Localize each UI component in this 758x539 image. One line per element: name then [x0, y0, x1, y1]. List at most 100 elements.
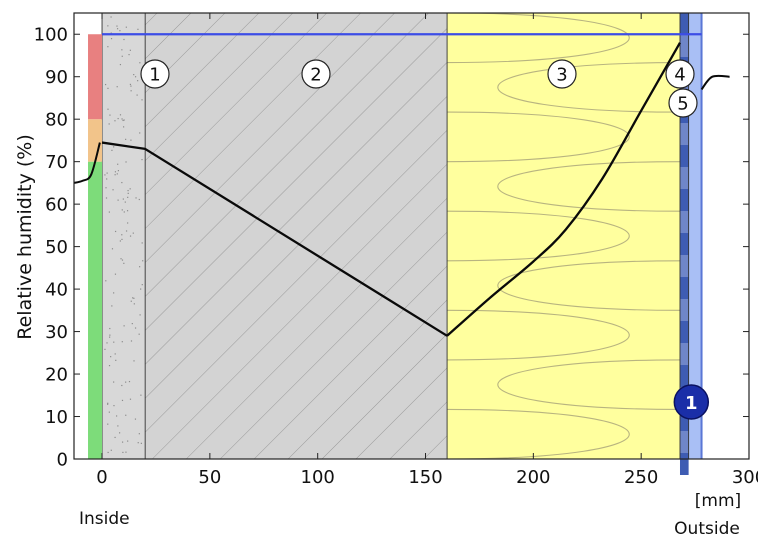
plaster-dot — [113, 381, 115, 383]
plaster-dot — [108, 411, 110, 413]
plaster-dot — [122, 198, 124, 200]
plaster-dot — [141, 242, 143, 244]
plaster-dot — [114, 120, 116, 122]
plaster-dot — [110, 449, 112, 451]
plaster-dot — [107, 402, 109, 404]
plaster-dot — [119, 63, 122, 66]
plot-frame — [73, 12, 750, 460]
layer-marker-4 — [665, 59, 695, 89]
plaster-dot — [104, 174, 106, 176]
highlight-marker-label: 1 — [685, 393, 698, 414]
plaster-dot — [140, 394, 142, 396]
plaster-dot — [139, 266, 141, 268]
x-axis-ticks: 0 50 100 150 200 250 300 — [96, 13, 758, 488]
layer-cladding — [688, 13, 702, 459]
x-tick-label: 50 — [198, 467, 221, 488]
plaster-dot — [123, 262, 125, 264]
plaster-dot — [130, 139, 132, 141]
y-tick-label: 90 — [45, 67, 68, 88]
plaster-dot — [125, 161, 127, 163]
plaster-dot — [128, 53, 130, 56]
y-tick-label: 10 — [45, 407, 68, 428]
y-tick-label: 30 — [45, 322, 68, 343]
plaster-dot — [130, 85, 132, 87]
plaster-dot — [104, 83, 107, 86]
plaster-dot — [114, 171, 117, 173]
plaster-dot — [123, 119, 125, 121]
y-tick-label: 80 — [45, 110, 68, 131]
layer-marker-label-2: 2 — [310, 65, 321, 86]
membrane-dash — [679, 145, 689, 167]
plaster-dot — [121, 384, 123, 387]
plaster-dot — [122, 451, 124, 454]
plaster-dot — [125, 381, 127, 383]
membrane-dash — [679, 277, 689, 299]
plaster-dot — [139, 62, 141, 64]
plaster-dot — [124, 201, 126, 203]
layer-marker-3 — [547, 59, 577, 89]
plaster-dot — [137, 28, 139, 30]
plaster-dot — [115, 415, 118, 417]
plaster-dot — [137, 80, 139, 82]
plaster-dot — [121, 209, 123, 211]
plaster-dot — [121, 341, 123, 343]
plaster-dot — [116, 25, 118, 27]
plaster-dot — [105, 187, 107, 189]
plaster-dot — [111, 305, 113, 307]
plaster-dot — [123, 211, 125, 213]
plaster-dot — [117, 117, 119, 120]
y-axis-label: Relative humidity (%) — [14, 134, 36, 339]
plaster-dot — [131, 322, 133, 325]
y-tick-label: 20 — [45, 365, 68, 386]
plaster-dot — [127, 440, 129, 442]
y-tick-label: 70 — [45, 152, 68, 173]
layer-markers: 1 2 3 4 5 1 — [140, 59, 710, 420]
membrane-dash — [679, 233, 689, 255]
plaster-dot — [113, 341, 115, 343]
plaster-dot — [123, 325, 125, 327]
plaster-dot — [106, 178, 108, 180]
layer-marker-label-4: 4 — [674, 65, 685, 86]
plaster-dot — [104, 348, 106, 350]
plaster-dot — [127, 196, 129, 198]
plaster-dot — [121, 49, 123, 51]
plaster-dot — [139, 314, 141, 316]
plaster-dot — [121, 238, 123, 241]
layer-marker-2 — [301, 59, 331, 89]
plaster-dot — [114, 273, 117, 275]
plaster-dot — [139, 132, 141, 134]
plaster-dot — [105, 280, 107, 282]
plaster-dot — [141, 158, 143, 161]
membrane-dash — [679, 321, 689, 343]
x-tick-label: 150 — [408, 467, 442, 488]
concrete-hatch — [145, 13, 448, 459]
plaster-dot — [108, 123, 110, 125]
y-tick-label: 0 — [57, 450, 68, 471]
plaster-dot — [127, 222, 129, 224]
plaster-dot — [113, 146, 115, 148]
plaster-dot — [129, 49, 131, 51]
plaster-dot — [120, 258, 122, 260]
plaster-dot — [125, 414, 127, 416]
plaster-dot — [130, 90, 132, 92]
plaster-dot — [140, 442, 142, 444]
membrane-dash — [679, 365, 689, 387]
exterior-boundary-curve — [700, 74, 730, 91]
plaster-dot — [116, 173, 118, 175]
x-tick-label: 100 — [301, 467, 335, 488]
plaster-dot — [108, 365, 111, 367]
plaster-dot — [123, 38, 125, 41]
layer-marker-label-5: 5 — [677, 94, 688, 115]
y-tick-label: 50 — [45, 237, 68, 258]
plaster-dot — [106, 172, 108, 174]
plaster-dot — [109, 327, 111, 330]
plaster-dot — [109, 114, 111, 116]
layer-marker-label-3: 3 — [556, 65, 567, 86]
plaster-dot — [130, 340, 133, 342]
plaster-dot — [129, 83, 132, 86]
plaster-dot — [113, 292, 115, 294]
layer-marker-5 — [668, 88, 698, 118]
plaster-dot — [107, 87, 109, 89]
comfort-band — [88, 34, 103, 120]
